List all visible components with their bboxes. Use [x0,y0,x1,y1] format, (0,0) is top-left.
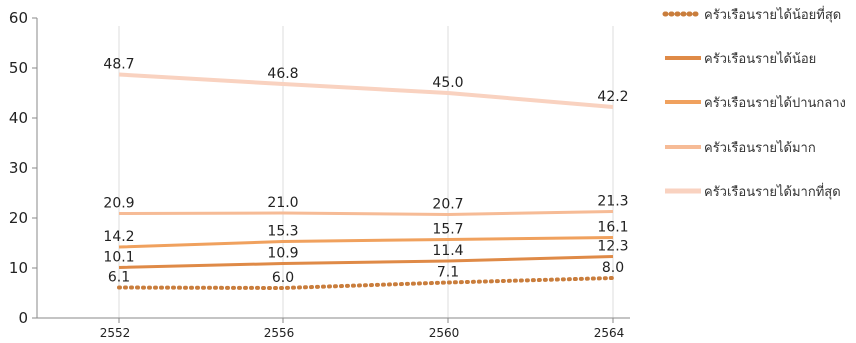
legend-item-5: ครัวเรือนรายได้มากที่สุด [665,183,841,200]
x-tick-label: 2564 [594,326,625,340]
y-tick-label: 40 [9,109,28,127]
legend-label: ครัวเรือนรายได้มากที่สุด [704,183,841,200]
axes: 0 10 20 30 40 50 60 2552 2556 2560 2564 [9,9,630,340]
data-label: 6.1 [108,270,130,286]
legend-item-3: ครัวเรือนรายได้ปานกลาง [665,95,846,111]
data-label: 8.0 [602,260,624,276]
legend-label: ครัวเรือนรายได้น้อยที่สุด [704,6,841,23]
grid-lines [118,26,614,318]
legend: ครัวเรือนรายได้น้อยที่สุดครัวเรือนรายได้… [662,6,846,200]
data-label: 46.8 [267,66,298,82]
data-label: 20.9 [103,196,134,212]
y-tick-label: 30 [9,159,28,177]
y-tick-label: 0 [18,309,28,327]
series-line-1 [117,276,615,290]
data-label: 10.9 [267,246,298,262]
series-line-4 [118,210,614,216]
legend-label: ครัวเรือนรายได้มาก [704,140,816,156]
series-line-5 [118,72,614,109]
data-label: 21.0 [267,195,298,211]
data-label: 15.7 [432,222,463,238]
x-tick-label: 2552 [100,326,131,340]
legend-label: ครัวเรือนรายได้ปานกลาง [704,95,846,111]
legend-item-2: ครัวเรือนรายได้น้อย [665,51,816,67]
series-line-3 [118,236,614,249]
data-label: 10.1 [103,250,134,266]
legend-item-4: ครัวเรือนรายได้มาก [665,140,816,156]
legend-label: ครัวเรือนรายได้น้อย [704,51,816,67]
data-label: 11.4 [432,243,463,259]
y-tick-label: 10 [9,259,28,277]
legend-item-1: ครัวเรือนรายได้น้อยที่สุด [662,6,841,23]
y-tick-label: 50 [9,59,28,77]
data-label: 42.2 [597,89,628,105]
y-tick-label: 60 [9,9,28,27]
y-tick-label: 20 [9,209,28,227]
data-label: 45.0 [432,75,463,91]
data-label: 21.3 [597,194,628,210]
data-label: 15.3 [267,224,298,240]
data-label: 6.0 [272,270,294,286]
x-tick-label: 2556 [264,326,295,340]
x-tick-label: 2560 [429,326,460,340]
data-label: 48.7 [103,57,134,73]
data-label: 20.7 [432,197,463,213]
data-label: 14.2 [103,229,134,245]
data-labels: 6.1 6.0 7.1 8.0 10.1 10.9 11.4 12.3 14.2 15.3 15.7… [103,57,628,287]
series-line-2 [118,255,614,269]
data-label: 12.3 [597,239,628,255]
data-label: 7.1 [437,265,459,281]
series-lines [117,72,615,290]
data-label: 16.1 [597,220,628,236]
